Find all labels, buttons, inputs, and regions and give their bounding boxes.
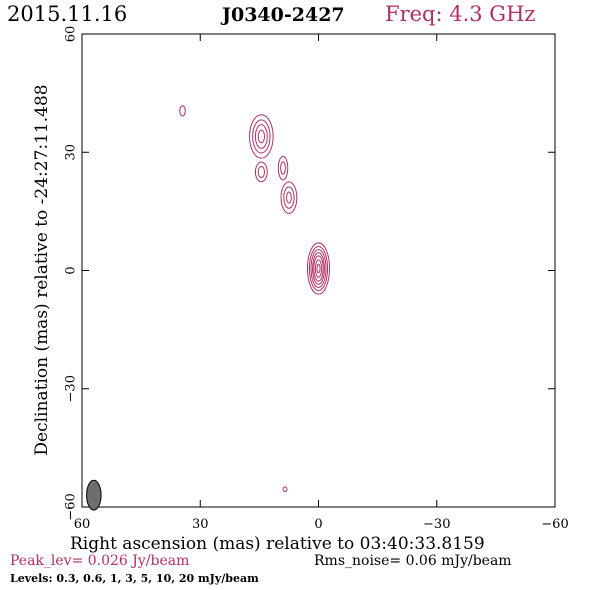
y-tick-label: 0 <box>64 266 79 274</box>
contour-core <box>308 245 329 292</box>
contour-jet-mid <box>280 161 286 175</box>
contour-jet-outer <box>252 119 271 154</box>
frequency-label: Freq: 4.3 GHz <box>385 2 536 26</box>
contour-jet-mid <box>277 155 289 181</box>
y-tick-label: −60 <box>64 493 79 520</box>
contour-core <box>306 242 331 295</box>
y-tick-label: 60 <box>64 26 79 43</box>
contour-core <box>310 249 327 288</box>
contour-jet-inner <box>280 181 298 214</box>
x-tick-label: 0 <box>314 517 322 532</box>
contour-core <box>313 255 324 282</box>
contour-knot-far <box>179 105 186 117</box>
y-axis-label: Declination (mas) relative to -24:27:11.… <box>32 84 52 456</box>
contour-jet-outer <box>257 129 265 144</box>
y-tick-label: 30 <box>64 144 79 161</box>
x-tick-label: −30 <box>423 517 450 532</box>
contour-core <box>316 263 321 274</box>
contour-core <box>314 259 323 278</box>
rms-noise: Rms_noise= 0.06 mJy/beam <box>314 553 512 569</box>
contour-jet-outer <box>249 114 274 159</box>
beam-ellipse <box>86 479 102 511</box>
x-axis-label: Right ascension (mas) relative to 03:40:… <box>70 534 485 554</box>
source-name: J0340-2427 <box>222 4 345 26</box>
peak-level: Peak_lev= 0.026 Jy/beam <box>10 553 190 569</box>
contour-jet-outer-tail <box>257 165 265 178</box>
x-tick-label: 60 <box>74 517 91 532</box>
x-tick-label: 30 <box>192 517 209 532</box>
contour-jet-outer <box>254 124 268 149</box>
contour-jet-outer-tail <box>254 161 268 183</box>
y-tick-label: −30 <box>64 375 79 402</box>
x-tick-label: −60 <box>541 517 568 532</box>
contour-jet-inner <box>286 191 292 204</box>
observation-date: 2015.11.16 <box>7 2 128 26</box>
contour-levels: Levels: 0.3, 0.6, 1, 3, 5, 10, 20 mJy/be… <box>10 572 259 585</box>
contour-jet-inner <box>283 186 295 209</box>
contour-noise-spot <box>282 486 288 493</box>
contour-core <box>312 252 325 285</box>
plot-frame <box>81 33 556 508</box>
